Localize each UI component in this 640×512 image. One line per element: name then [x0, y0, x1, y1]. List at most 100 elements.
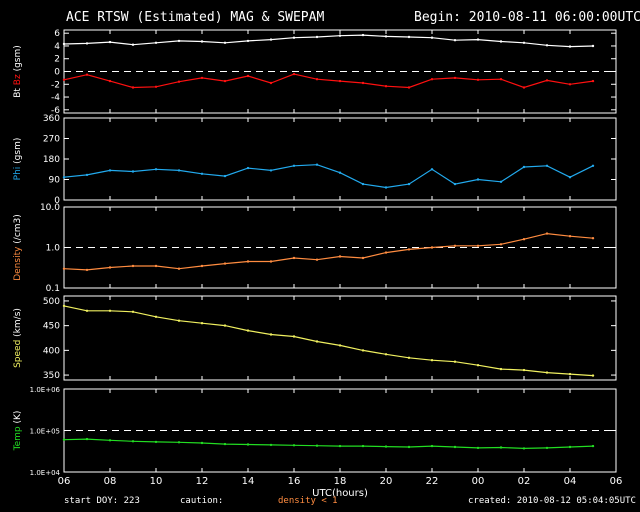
- y-tick-label-speed: 400: [43, 346, 60, 356]
- data-point-phi: [522, 165, 526, 169]
- x-tick-label: 08: [104, 476, 117, 487]
- density-note: density < 1: [278, 496, 338, 506]
- data-point-speed: [154, 315, 158, 318]
- y-tick-label-temp: 1.0E+04: [30, 469, 61, 477]
- y-axis-label-part: Bt: [13, 88, 23, 98]
- data-point-bz: [246, 74, 250, 78]
- data-point-density: [476, 244, 480, 247]
- y-tick-label-density: 1.0: [46, 244, 61, 254]
- data-point-temp: [246, 443, 250, 446]
- data-point-density: [269, 260, 273, 263]
- data-point-bt: [407, 35, 411, 39]
- y-axis-label-part: (gsm): [13, 138, 23, 167]
- series-line-bt: [63, 34, 594, 48]
- data-point-temp: [522, 447, 526, 450]
- data-point-bz: [568, 83, 572, 86]
- y-axis-label-part: (km/s): [13, 308, 23, 340]
- y-axis-label-temp: Temp (K): [13, 411, 23, 452]
- data-point-phi: [62, 176, 66, 179]
- data-point-bz: [453, 76, 457, 80]
- data-point-bt: [177, 39, 181, 43]
- data-point-bt: [338, 34, 342, 37]
- y-tick-label-mag: -2: [51, 80, 60, 90]
- y-tick-label-phi: 180: [43, 155, 60, 165]
- data-point-temp: [131, 440, 135, 443]
- data-point-phi: [361, 182, 365, 186]
- data-point-phi: [131, 170, 135, 173]
- data-point-temp: [591, 444, 595, 448]
- y-axis-label-mag: Bt Bz (gsm): [13, 45, 23, 98]
- y-axis-label-speed: Speed (km/s): [13, 308, 23, 368]
- data-point-phi: [430, 168, 434, 171]
- data-point-phi: [476, 178, 480, 181]
- data-point-temp: [338, 444, 342, 448]
- data-point-phi: [108, 169, 112, 172]
- data-point-speed: [499, 367, 503, 371]
- data-point-temp: [269, 443, 273, 447]
- data-point-bt: [292, 36, 296, 39]
- data-point-speed: [407, 356, 411, 359]
- y-tick-label-mag: 0: [54, 68, 60, 78]
- data-point-phi: [338, 171, 342, 174]
- data-point-speed: [591, 374, 595, 377]
- data-point-phi: [269, 169, 273, 172]
- data-point-speed: [131, 310, 135, 313]
- y-tick-label-mag: -6: [51, 106, 60, 116]
- series-line-temp: [63, 438, 594, 450]
- data-point-temp: [315, 444, 319, 447]
- data-point-density: [591, 237, 595, 240]
- data-point-temp: [154, 440, 158, 444]
- data-point-bz: [338, 79, 342, 83]
- data-point-density: [108, 266, 112, 269]
- data-point-density: [292, 256, 296, 260]
- y-tick-label-phi: 360: [43, 114, 60, 124]
- y-tick-label-phi: 0: [54, 196, 60, 206]
- data-point-temp: [453, 445, 457, 449]
- data-point-temp: [430, 444, 434, 448]
- data-point-speed: [545, 371, 549, 374]
- data-point-speed: [384, 353, 388, 356]
- data-point-bt: [453, 39, 457, 42]
- data-point-density: [430, 246, 434, 249]
- data-point-speed: [315, 340, 319, 343]
- data-point-density: [499, 243, 503, 246]
- x-tick-label: 22: [426, 476, 439, 487]
- data-point-speed: [62, 304, 66, 308]
- y-tick-label-density: 10.0: [40, 203, 60, 213]
- data-point-temp: [476, 446, 480, 450]
- data-point-density: [154, 264, 158, 268]
- data-point-bt: [62, 42, 66, 46]
- data-point-density: [85, 268, 89, 272]
- created-time: created: 2010-08-12 05:04:05UTC: [468, 496, 636, 506]
- y-tick-label-mag: -4: [51, 93, 60, 103]
- data-point-bz: [131, 86, 135, 89]
- x-tick-label: 12: [196, 476, 209, 487]
- data-point-speed: [522, 368, 526, 372]
- data-point-density: [453, 244, 457, 247]
- data-point-phi: [453, 182, 457, 186]
- data-point-bt: [499, 40, 503, 43]
- y-tick-label-temp: 1.0E+06: [30, 386, 61, 394]
- y-axis-label-part: Phi: [13, 167, 23, 181]
- data-point-density: [246, 260, 250, 263]
- y-tick-label-speed: 350: [43, 371, 60, 381]
- data-point-temp: [384, 445, 388, 448]
- data-point-phi: [200, 172, 204, 175]
- x-tick-label: 10: [150, 476, 163, 487]
- data-point-density: [223, 262, 227, 265]
- data-point-phi: [223, 174, 227, 178]
- y-axis-label-part: (K): [13, 411, 23, 427]
- data-point-bt: [200, 40, 204, 43]
- data-point-bt: [154, 41, 158, 44]
- data-point-bz: [62, 78, 66, 82]
- y-axis-label-part: Density: [13, 246, 23, 281]
- data-point-speed: [108, 309, 112, 312]
- x-tick-label: 20: [380, 476, 393, 487]
- data-point-temp: [108, 439, 112, 442]
- data-point-bt: [246, 39, 250, 43]
- data-point-phi: [177, 169, 181, 172]
- panel-frame-speed: [63, 295, 617, 381]
- x-tick-label: 00: [472, 476, 485, 487]
- data-point-speed: [246, 329, 250, 332]
- data-point-temp: [62, 438, 66, 441]
